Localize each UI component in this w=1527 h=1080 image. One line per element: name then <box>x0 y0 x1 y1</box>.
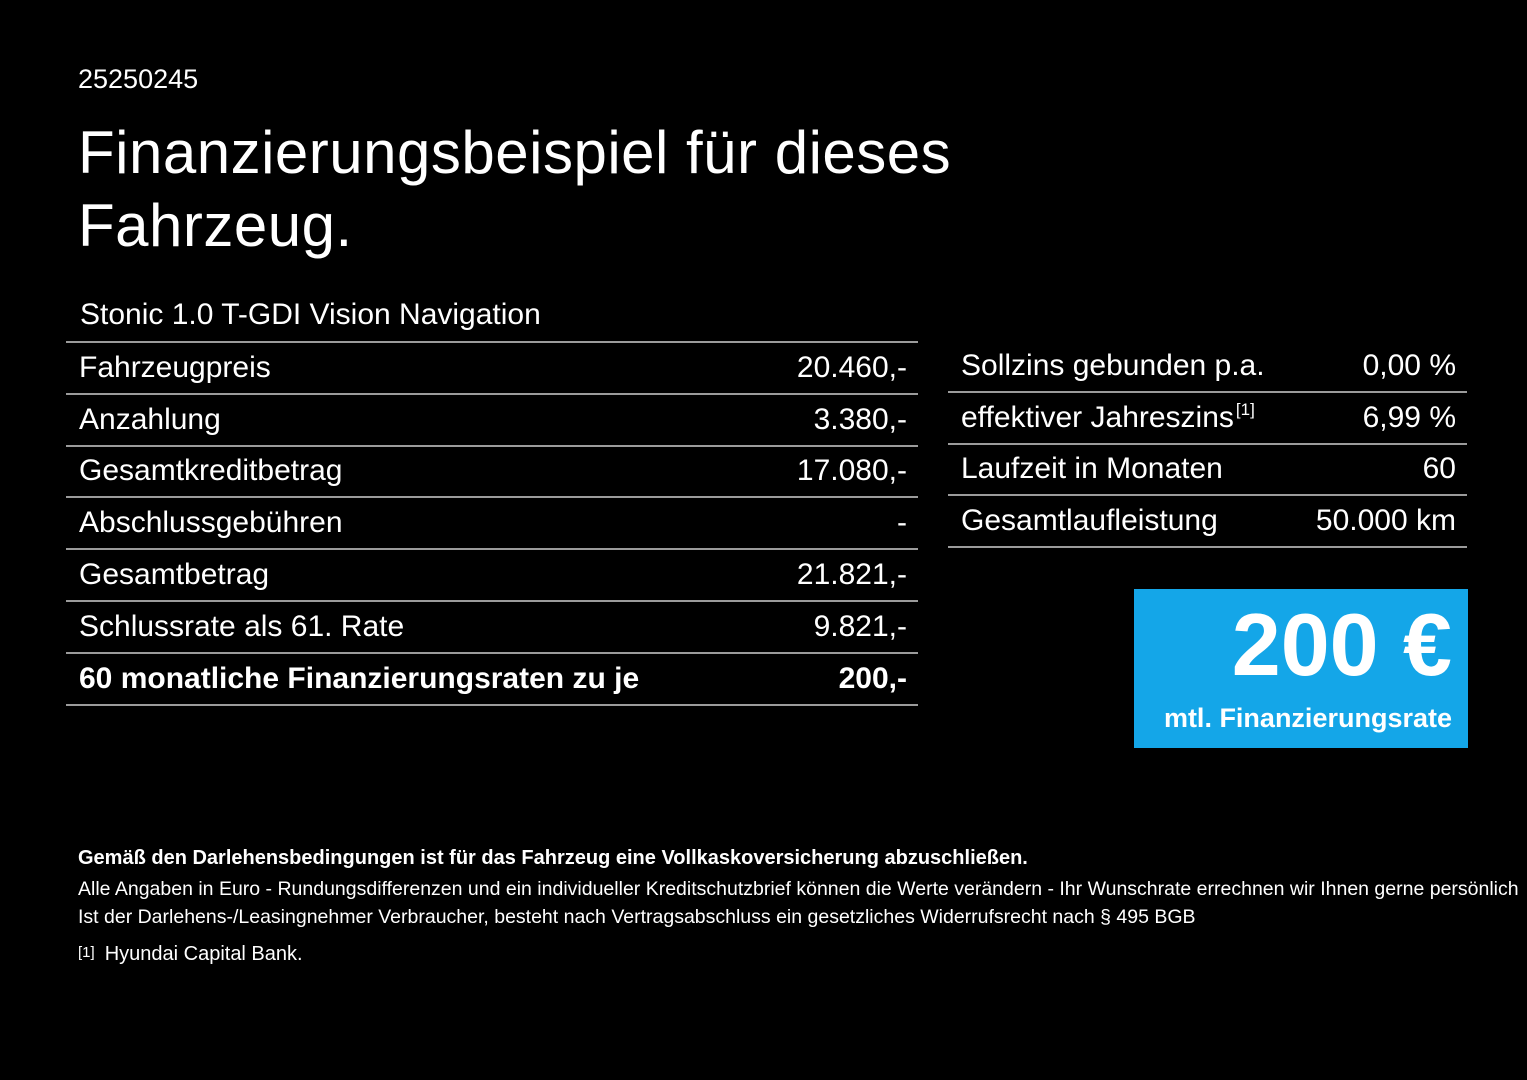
row-label: effektiver Jahreszins [1] <box>961 399 1255 435</box>
row-value: 3.380,- <box>813 402 907 436</box>
page-title-line1: Finanzierungsbeispiel für dieses <box>78 119 952 186</box>
row-label: Schlussrate als 61. Rate <box>79 609 405 643</box>
page-title: Finanzierungsbeispiel für dieses Fahrzeu… <box>78 116 951 262</box>
row-label: Gesamtlaufleistung <box>961 504 1218 538</box>
table-row-anzahlung: Anzahlung 3.380,- <box>66 395 918 447</box>
monthly-rate-box: 200 € mtl. Finanzierungsrate <box>1134 589 1468 748</box>
page-title-line2: Fahrzeug. <box>78 192 353 259</box>
financing-conditions-table: Sollzins gebunden p.a. 0,00 % effektiver… <box>948 341 1467 549</box>
footer-footnote: [1] Hyundai Capital Bank. <box>78 943 1508 966</box>
row-value: 9.821,- <box>813 609 907 643</box>
row-label: Gesamtbetrag <box>79 558 270 592</box>
legal-footer: Gemäß den Darlehensbedingungen ist für d… <box>78 847 1519 966</box>
table-row-sollzins: Sollzins gebunden p.a. 0,00 % <box>948 341 1467 393</box>
table-row-schlussrate: Schlussrate als 61. Rate 9.821,- <box>66 602 918 654</box>
row-value: 20.460,- <box>796 350 907 384</box>
document-id: 25250245 <box>78 64 199 94</box>
row-value: 6,99 % <box>1362 400 1456 434</box>
row-label: Sollzins gebunden p.a. <box>961 348 1265 382</box>
footnote-marker: [1] <box>78 944 95 961</box>
monthly-rate-amount: 200 € <box>1231 595 1452 694</box>
vehicle-name: Stonic 1.0 T-GDI Vision Navigation <box>80 298 541 331</box>
footer-disclaimer-line1: Alle Angaben in Euro - Rundungsdifferenz… <box>78 878 1519 900</box>
footer-disclaimer-line2: Ist der Darlehens-/Leasingnehmer Verbrau… <box>78 906 1196 928</box>
table-row-gesamtkreditbetrag: Gesamtkreditbetrag 17.080,- <box>66 447 918 499</box>
table-row-gesamtbetrag: Gesamtbetrag 21.821,- <box>66 550 918 602</box>
row-value: - <box>897 506 907 540</box>
row-label: 60 monatliche Finanzierungsraten zu je <box>79 661 640 695</box>
row-value: 0,00 % <box>1362 348 1456 382</box>
table-row-monatsraten: 60 monatliche Finanzierungsraten zu je 2… <box>66 654 918 706</box>
row-value: 60 <box>1422 452 1456 486</box>
row-label: Abschlussgebühren <box>79 506 343 540</box>
footnote-text: Hyundai Capital Bank. <box>104 943 303 965</box>
row-label-text: effektiver Jahreszins <box>961 400 1234 434</box>
table-row-laufzeit: Laufzeit in Monaten 60 <box>948 445 1467 497</box>
row-value: 200,- <box>838 661 907 695</box>
row-label: Gesamtkreditbetrag <box>79 454 343 488</box>
row-value: 21.821,- <box>796 558 907 592</box>
monthly-rate-caption: mtl. Finanzierungsrate <box>1163 703 1452 733</box>
financing-amounts-table: Fahrzeugpreis 20.460,- Anzahlung 3.380,-… <box>66 341 918 706</box>
row-value: 50.000 km <box>1315 504 1456 538</box>
table-row-fahrzeugpreis: Fahrzeugpreis 20.460,- <box>66 343 918 395</box>
row-label: Laufzeit in Monaten <box>961 452 1223 486</box>
row-label: Fahrzeugpreis <box>79 350 271 384</box>
row-label: Anzahlung <box>79 402 221 436</box>
footer-insurance-note: Gemäß den Darlehensbedingungen ist für d… <box>78 847 1028 869</box>
table-row-abschlussgebuehren: Abschlussgebühren - <box>66 498 918 551</box>
row-value: 17.080,- <box>796 454 907 488</box>
footnote-marker: [1] <box>1235 399 1255 419</box>
table-row-gesamtlaufleistung: Gesamtlaufleistung 50.000 km <box>948 496 1467 549</box>
table-row-effektiver-jahreszins: effektiver Jahreszins [1] 6,99 % <box>948 393 1467 445</box>
